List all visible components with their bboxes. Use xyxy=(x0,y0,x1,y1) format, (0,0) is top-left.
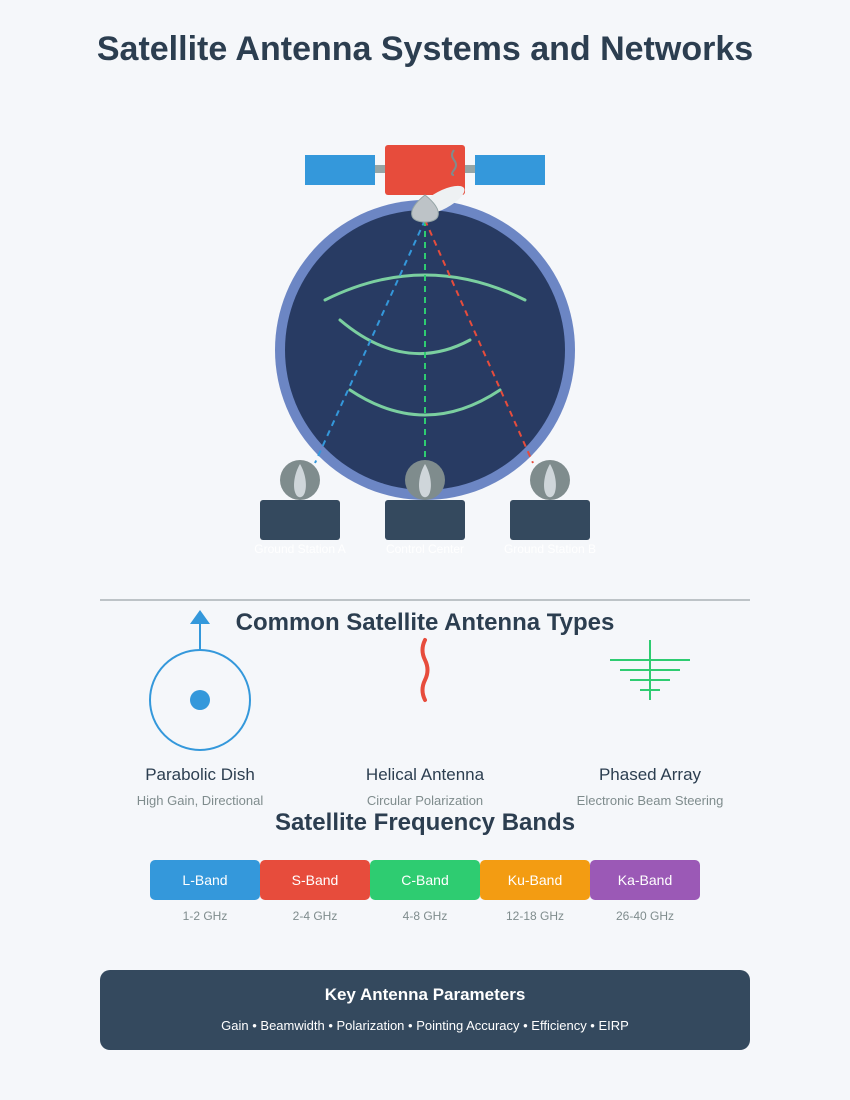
band-s: S-Band 2-4 GHz xyxy=(260,860,370,923)
band-range: 2-4 GHz xyxy=(293,909,338,923)
band-ka: Ka-Band 26-40 GHz xyxy=(590,860,700,923)
satellite-body xyxy=(385,145,465,195)
band-bar xyxy=(480,860,590,900)
band-bar xyxy=(370,860,480,900)
helix-feed-icon xyxy=(451,149,457,176)
helix-icon xyxy=(420,638,430,702)
solar-panel-right xyxy=(475,155,545,185)
array-icon xyxy=(610,640,690,700)
band-bar xyxy=(260,860,370,900)
parameters-heading: Key Antenna Parameters xyxy=(325,985,526,1004)
feed-horn-icon xyxy=(411,194,439,223)
bands-heading: Satellite Frequency Bands xyxy=(275,809,575,836)
earth-globe xyxy=(275,200,575,500)
satellite xyxy=(305,145,545,223)
antenna-type-desc: Electronic Beam Steering xyxy=(577,793,724,808)
band-name: L-Band xyxy=(182,872,227,888)
station-label: Ground Station A xyxy=(254,542,345,556)
signal-wave xyxy=(348,388,502,417)
antenna-feed-icon xyxy=(419,464,431,498)
station-label: Control Center xyxy=(386,542,464,556)
parameters-list: Gain • Beamwidth • Polarization • Pointi… xyxy=(221,1018,629,1033)
station-building xyxy=(260,500,340,540)
band-name: S-Band xyxy=(292,872,339,888)
parameters-panel xyxy=(100,970,750,1050)
antenna-type-desc: High Gain, Directional xyxy=(137,793,264,808)
control-center: Control Center xyxy=(385,460,465,556)
parameters-box: Key Antenna Parameters Gain • Beamwidth … xyxy=(100,970,750,1050)
antenna-type-name: Phased Array xyxy=(599,765,702,784)
station-building xyxy=(510,500,590,540)
solar-panel-left xyxy=(305,155,375,185)
antenna-feed-icon xyxy=(294,464,306,498)
panel-strut xyxy=(375,165,385,173)
band-name: C-Band xyxy=(401,872,448,888)
band-range: 4-8 GHz xyxy=(403,909,448,923)
band-bar xyxy=(150,860,260,900)
parabolic-dish-icon xyxy=(149,610,251,751)
ground-station: Ground Station B xyxy=(504,460,596,556)
station-label: Ground Station B xyxy=(504,542,596,556)
band-name: Ku-Band xyxy=(508,872,562,888)
panel-strut xyxy=(465,165,475,173)
page-title: Satellite Antenna Systems and Networks xyxy=(97,30,753,68)
signal-wave xyxy=(338,318,472,356)
antenna-type-desc: Circular Polarization xyxy=(367,793,483,808)
beam-line xyxy=(424,219,534,464)
beam-line xyxy=(314,219,426,464)
band-l: L-Band 1-2 GHz xyxy=(150,860,260,923)
band-ku: Ku-Band 12-18 GHz xyxy=(480,860,590,923)
ground-station: Ground Station A xyxy=(254,460,346,556)
band-name: Ka-Band xyxy=(618,872,672,888)
band-range: 12-18 GHz xyxy=(506,909,564,923)
station-building xyxy=(385,500,465,540)
antenna-types-heading: Common Satellite Antenna Types xyxy=(236,609,615,636)
antenna-feed-icon xyxy=(544,464,556,498)
antenna-type-name: Helical Antenna xyxy=(366,765,485,784)
antenna-type-name: Parabolic Dish xyxy=(145,765,255,784)
band-bar xyxy=(590,860,700,900)
band-range: 1-2 GHz xyxy=(183,909,228,923)
band-range: 26-40 GHz xyxy=(616,909,674,923)
band-c: C-Band 4-8 GHz xyxy=(370,860,480,923)
